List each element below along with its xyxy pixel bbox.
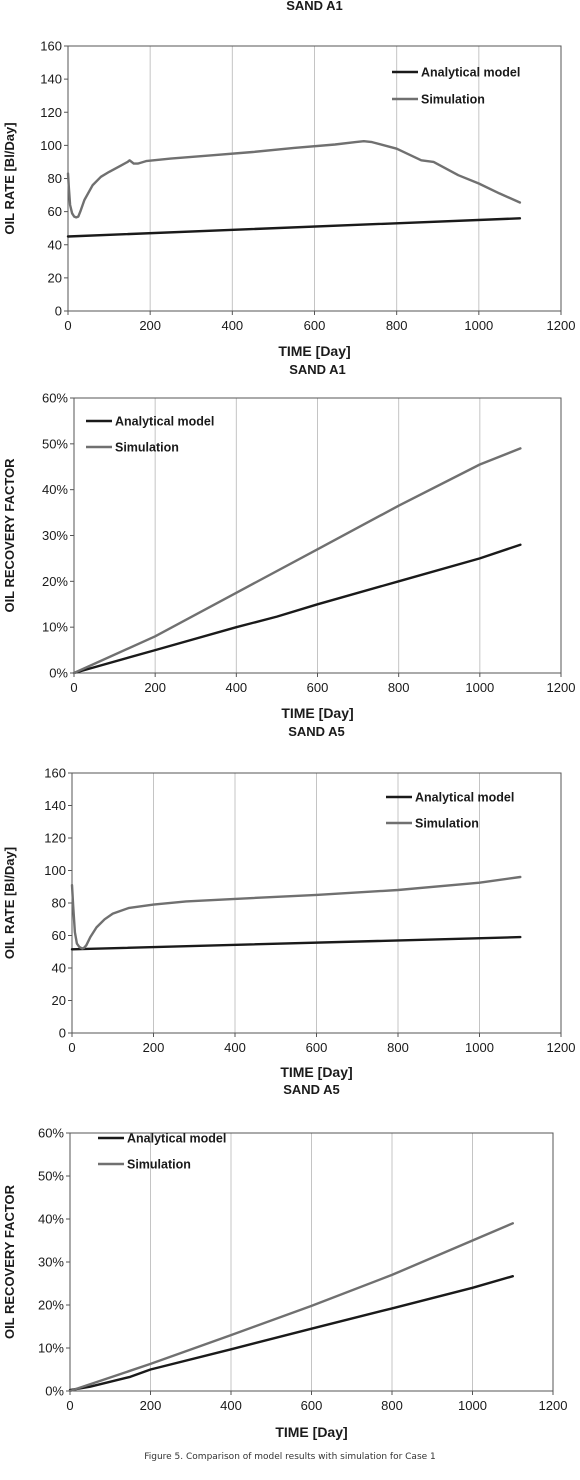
y-tick-label: 0% [45, 1384, 64, 1399]
x-tick-label: 800 [386, 318, 408, 333]
chart-title: SAND A1 [289, 362, 346, 377]
y-tick-label: 50% [38, 1169, 64, 1184]
legend-label: Analytical model [421, 66, 520, 80]
legend-label: Simulation [415, 817, 479, 831]
y-tick-label: 100 [44, 863, 66, 878]
y-tick-label: 30% [38, 1255, 64, 1270]
x-tick-label: 800 [388, 680, 410, 695]
y-tick-label: 80 [52, 896, 66, 911]
series-line-simulation [72, 447, 522, 675]
y-tick-label: 120 [44, 831, 66, 846]
x-tick-label: 1200 [539, 1398, 568, 1413]
y-tick-label: 60 [48, 204, 62, 219]
x-tick-label: 400 [220, 1398, 242, 1413]
y-tick-label: 0 [59, 1026, 66, 1041]
y-tick-label: 20% [38, 1298, 64, 1313]
series-line-simulation [70, 875, 522, 950]
chart-panel-2: SAND A1 0% 10% 20% 30% 40% 50% 60% 0 200 400 600 800… [2, 362, 575, 721]
x-tick-label: 600 [307, 680, 329, 695]
x-tick-label: 800 [381, 1398, 403, 1413]
chart-title: SAND A5 [288, 724, 345, 739]
x-axis-label: TIME [Day] [281, 705, 353, 721]
series-line-analytical [72, 543, 522, 675]
x-tick-label: 400 [225, 680, 247, 695]
y-tick-label: 40% [38, 1212, 64, 1227]
y-tick-label: 60 [52, 928, 66, 943]
x-tick-label: 0 [68, 1040, 75, 1055]
y-tick-label: 160 [44, 766, 66, 781]
x-tick-label: 800 [387, 1040, 409, 1055]
x-tick-label: 200 [144, 680, 166, 695]
x-axis-label: TIME [Day] [280, 1064, 352, 1080]
x-axis-label: TIME [Day] [275, 1424, 347, 1440]
y-tick-label: 30% [42, 528, 68, 543]
x-tick-label: 400 [224, 1040, 246, 1055]
y-tick-label: 10% [42, 620, 68, 635]
x-tick-label: 600 [304, 318, 326, 333]
legend-label: Analytical model [115, 415, 214, 429]
x-tick-label: 1200 [547, 1040, 576, 1055]
chart-panel-1: SAND A1 0 20 40 60 80 100 120 140 160 0 200 400 600 80… [2, 0, 575, 359]
y-tick-label: 20% [42, 574, 68, 589]
y-tick-label: 140 [40, 72, 62, 87]
legend-label: Analytical model [415, 791, 514, 805]
x-tick-label: 400 [221, 318, 243, 333]
chart-panel-4: SAND A5 0% 10% 20% 30% 40% 50% 60% 0 200 400 600 800… [2, 1082, 567, 1440]
y-axis-label: OIL RATE [Bl/Day] [2, 847, 17, 959]
x-tick-label: 0 [64, 318, 71, 333]
y-tick-label: 0% [49, 666, 68, 681]
x-tick-label: 1200 [547, 318, 576, 333]
x-tick-label: 1000 [464, 318, 493, 333]
y-tick-label: 40% [42, 482, 68, 497]
y-tick-label: 40 [52, 961, 66, 976]
series-line-simulation [66, 139, 522, 219]
y-tick-label: 140 [44, 798, 66, 813]
y-tick-label: 60% [38, 1126, 64, 1141]
legend-label: Simulation [421, 93, 485, 107]
y-tick-label: 40 [48, 237, 62, 252]
x-tick-label: 0 [70, 680, 77, 695]
y-tick-label: 120 [40, 105, 62, 120]
y-tick-label: 50% [42, 436, 68, 451]
series-line-analytical [70, 935, 522, 951]
x-tick-label: 200 [140, 1398, 162, 1413]
x-axis-label: TIME [Day] [278, 343, 350, 359]
series-line-simulation [68, 1222, 514, 1393]
y-tick-label: 20 [52, 993, 66, 1008]
chart-panel-3: SAND A5 0 20 40 60 80 100 120 140 160 0 200 400 600 80… [2, 724, 575, 1080]
x-tick-label: 1200 [547, 680, 576, 695]
x-tick-label: 600 [301, 1398, 323, 1413]
y-tick-label: 0 [55, 304, 62, 319]
x-tick-label: 600 [306, 1040, 328, 1055]
x-tick-label: 200 [139, 318, 161, 333]
y-axis-label: OIL RECOVERY FACTOR [2, 458, 17, 613]
x-tick-label: 0 [66, 1398, 73, 1413]
y-tick-label: 100 [40, 138, 62, 153]
figure-caption: Figure 5. Comparison of model results wi… [144, 1452, 436, 1462]
x-tick-label: 1000 [458, 1398, 487, 1413]
y-axis-label: OIL RATE [Bl/Day] [2, 122, 17, 234]
y-tick-label: 60% [42, 391, 68, 406]
y-tick-label: 10% [38, 1341, 64, 1356]
chart-title: SAND A5 [283, 1082, 340, 1097]
chart-title: SAND A1 [286, 0, 343, 13]
x-tick-label: 1000 [465, 1040, 494, 1055]
legend-label: Simulation [127, 1158, 191, 1172]
legend-label: Simulation [115, 441, 179, 455]
y-tick-label: 80 [48, 171, 62, 186]
x-tick-label: 1000 [465, 680, 494, 695]
x-tick-label: 200 [143, 1040, 165, 1055]
series-line-analytical [66, 217, 522, 238]
y-tick-label: 20 [48, 270, 62, 285]
y-tick-label: 160 [40, 39, 62, 54]
legend-label: Analytical model [127, 1132, 226, 1146]
y-axis-label: OIL RECOVERY FACTOR [2, 1184, 17, 1339]
series-line-analytical [68, 1274, 514, 1392]
